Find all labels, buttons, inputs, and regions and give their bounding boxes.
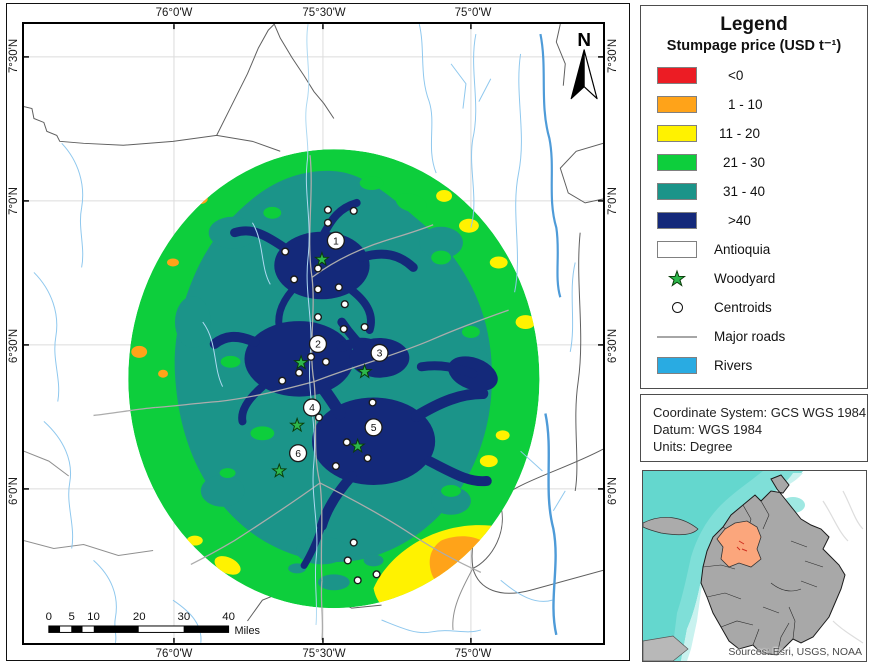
axis-label-right-1: 7°0'N (607, 187, 619, 215)
legend-symbol-row: Major roads (641, 322, 867, 351)
axis-label-bottom-0: 76°0'W (155, 648, 193, 660)
svg-text:20: 20 (133, 611, 146, 623)
class-swatch-orange (657, 96, 697, 113)
class-swatch-yellow (657, 125, 697, 142)
class-swatch-antioquia (657, 241, 697, 258)
svg-text:0: 0 (46, 611, 52, 623)
legend-symbol-row: Centroids (641, 293, 867, 322)
north-label: N (577, 29, 591, 50)
woodyard-site-marker-4: 4 (302, 398, 322, 417)
axis-label-top-1: 75°30'W (302, 7, 346, 19)
svg-text:4: 4 (309, 403, 315, 414)
rivers-swatch (657, 357, 697, 374)
legend-class-row: <0 (641, 61, 867, 90)
woodyard-site-marker-5: 5 (364, 418, 383, 437)
axis-label-right-2: 6°30'N (607, 328, 619, 364)
woodyard-site-marker-3: 3 (370, 343, 389, 362)
axis-label-left-2: 6°30'N (8, 328, 20, 364)
map-frame: N 0 5 10 20 30 40 Miles (22, 22, 605, 645)
woodyard-site-marker-1: 1 (326, 231, 345, 250)
legend-symbol-row: Woodyard (641, 264, 867, 293)
legend-class-row: Antioquia (641, 235, 867, 264)
svg-text:6: 6 (295, 449, 301, 460)
axis-label-top-0: 76°0'W (155, 7, 193, 19)
svg-text:5: 5 (68, 611, 74, 623)
class-swatch-green (657, 154, 697, 171)
admin-boundaries-layer (24, 24, 603, 631)
frame-ticks (24, 24, 603, 643)
map-canvas: N 0 5 10 20 30 40 Miles (24, 24, 603, 643)
class-swatch-red (657, 67, 697, 84)
major-road-line-icon (657, 327, 697, 347)
rivers-layer (33, 24, 576, 643)
axis-label-top-2: 75°0'W (454, 7, 492, 19)
axis-label-right-0: 7°30'N (607, 38, 619, 74)
inset-map: Sources: Esri, USGS, NOAA (642, 470, 867, 662)
axis-label-left-3: 6°0'N (8, 477, 20, 505)
legend-panel: Legend Stumpage price (USD t⁻¹) <0 1 - 1… (640, 5, 868, 389)
centroid-circle-icon (657, 298, 697, 318)
axis-label-bottom-1: 75°30'W (302, 648, 346, 660)
north-arrow: N (570, 29, 598, 100)
woodyard-site-marker-2: 2 (308, 334, 328, 354)
map-panel: 76°0'W 75°30'W 75°0'W 76°0'W 75°30'W 75°… (6, 3, 630, 661)
coordinate-system-box: Coordinate System: GCS WGS 1984 Datum: W… (640, 394, 868, 462)
axis-label-bottom-2: 75°0'W (454, 648, 492, 660)
study-area-marks (736, 540, 748, 552)
svg-text:5: 5 (371, 423, 377, 434)
axis-label-left-1: 7°0'N (8, 187, 20, 215)
coordinate-system-line: Coordinate System: GCS WGS 1984 (653, 405, 867, 420)
legend-subtitle: Stumpage price (USD t⁻¹) (666, 38, 842, 54)
class-swatch-teal (657, 183, 697, 200)
woodyard-star-icon (657, 268, 697, 289)
svg-text:2: 2 (315, 340, 321, 351)
svg-text:40: 40 (222, 611, 235, 623)
units-line: Units: Degree (653, 439, 733, 455)
datum-line: Datum: WGS 1984 (653, 422, 763, 438)
legend-title: Legend (720, 14, 788, 35)
stumpage-price-surface (128, 149, 540, 609)
scale-bar: 0 5 10 20 30 40 Miles (46, 611, 261, 637)
axis-label-left-0: 7°30'N (8, 38, 20, 74)
axis-label-right-3: 6°0'N (607, 477, 619, 505)
legend-rows: <0 1 - 10 11 - 20 21 - 30 31 - 40 >40 An… (641, 61, 867, 380)
antioquia-highlight (716, 520, 762, 568)
svg-text:3: 3 (377, 349, 383, 360)
legend-class-row: 1 - 10 (641, 90, 867, 119)
colombia-shape (700, 474, 846, 656)
class-swatch-navy (657, 212, 697, 229)
legend-class-row: 31 - 40 (641, 177, 867, 206)
inset-source-credit: Sources: Esri, USGS, NOAA (728, 646, 862, 658)
legend-class-row: >40 (641, 206, 867, 235)
legend-class-row: 21 - 30 (641, 148, 867, 177)
legend-symbol-row: Rivers (641, 351, 867, 380)
svg-text:1: 1 (333, 236, 339, 247)
scale-unit-label: Miles (235, 625, 261, 637)
site-labels-layer: 1 2 3 4 5 6 (289, 231, 389, 463)
svg-text:30: 30 (178, 611, 191, 623)
inset-canvas (643, 471, 866, 661)
woodyard-site-marker-6: 6 (289, 444, 308, 463)
svg-text:10: 10 (87, 611, 100, 623)
major-roads-layer (93, 155, 509, 640)
legend-class-row: 11 - 20 (641, 119, 867, 148)
